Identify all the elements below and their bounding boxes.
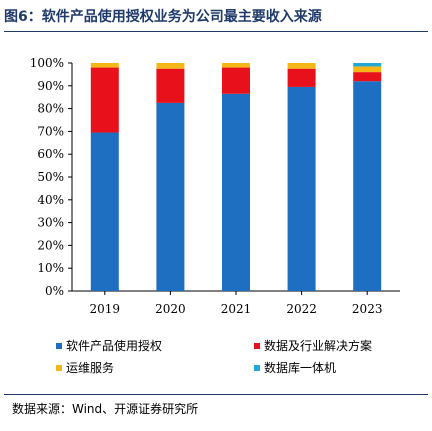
legend-swatch bbox=[254, 364, 260, 371]
y-tick-label: 10% bbox=[37, 261, 64, 275]
legend-label: 软件产品使用授权 bbox=[66, 339, 163, 353]
legend-label: 数据库一体机 bbox=[264, 361, 337, 375]
bar-segment bbox=[287, 68, 316, 87]
y-tick-label: 90% bbox=[37, 79, 64, 93]
bar-segment bbox=[156, 63, 185, 69]
bar-segment bbox=[287, 63, 316, 69]
legend-item: 数据库一体机 bbox=[254, 359, 336, 376]
y-tick-label: 80% bbox=[37, 102, 64, 116]
x-tick-label: 2021 bbox=[221, 302, 252, 316]
bar-segment bbox=[287, 86, 316, 291]
legend-swatch bbox=[56, 364, 62, 371]
source-divider bbox=[4, 394, 428, 395]
bar-segment bbox=[156, 102, 185, 292]
legend-item: 软件产品使用授权 bbox=[56, 337, 162, 354]
y-tick-label: 100% bbox=[30, 56, 64, 70]
x-tick-label: 2020 bbox=[155, 302, 186, 316]
bar-segment bbox=[90, 63, 119, 68]
legend-swatch bbox=[56, 342, 62, 349]
x-tick-label: 2023 bbox=[352, 302, 383, 316]
x-tick-label: 2019 bbox=[90, 302, 121, 316]
y-tick-label: 0% bbox=[45, 284, 64, 298]
bar-segment bbox=[222, 67, 250, 94]
bar-segment bbox=[222, 63, 250, 68]
chart-title: 图6：软件产品使用授权业务为公司最主要收入来源 bbox=[4, 9, 322, 25]
legend-label: 运维服务 bbox=[66, 361, 115, 375]
bar-segment bbox=[156, 68, 185, 103]
legend-swatch bbox=[254, 342, 260, 349]
bar-segment bbox=[90, 132, 119, 291]
bar-segment bbox=[353, 63, 382, 67]
bar-segment bbox=[353, 66, 382, 73]
y-tick-label: 60% bbox=[37, 147, 64, 161]
x-tick-label: 2022 bbox=[286, 302, 317, 316]
y-tick-label: 50% bbox=[37, 170, 64, 184]
bar-segment bbox=[353, 72, 382, 82]
bar-segment bbox=[90, 67, 119, 133]
bar-segment bbox=[222, 93, 250, 291]
stacked-bar-chart: 0% 10% 20% 30% 40% 50% 60% 70% 80% 90% 100% 2019 202… bbox=[30, 56, 400, 316]
y-tick-label: 20% bbox=[37, 238, 64, 252]
legend-item: 运维服务 bbox=[56, 359, 114, 376]
data-source-note: 数据来源：Wind、开源证券研究所 bbox=[12, 402, 199, 416]
y-tick-label: 70% bbox=[37, 124, 64, 138]
legend-item: 数据及行业解决方案 bbox=[254, 337, 372, 354]
bar-segment bbox=[353, 81, 382, 291]
y-tick-label: 30% bbox=[37, 216, 64, 230]
y-tick-label: 40% bbox=[37, 193, 64, 207]
legend-label: 数据及行业解决方案 bbox=[264, 339, 373, 353]
title-divider bbox=[4, 31, 428, 32]
